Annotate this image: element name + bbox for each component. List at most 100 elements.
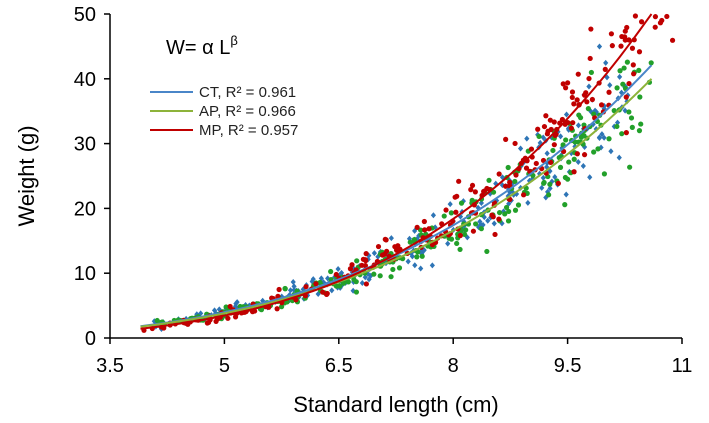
data-point-mp: [659, 17, 665, 24]
data-point-mp: [570, 120, 576, 126]
data-point-ct: [460, 223, 466, 230]
data-point-mp: [623, 94, 629, 100]
data-point-ap: [328, 268, 334, 275]
y-tick-label: 30: [74, 134, 96, 156]
data-point-ap: [550, 147, 556, 154]
data-point-mp: [602, 66, 608, 72]
data-point-ct: [371, 250, 377, 257]
data-point-ap: [354, 258, 360, 264]
y-axis-title: Weight (g): [14, 125, 39, 226]
data-point-ap: [571, 156, 577, 162]
data-point-ap: [282, 285, 288, 292]
data-point-ap: [515, 202, 522, 208]
data-point-mp: [652, 14, 659, 20]
data-point-mp: [324, 290, 330, 297]
data-point-mp: [379, 252, 386, 258]
data-point-ap: [614, 85, 620, 91]
data-point-mp: [618, 43, 624, 49]
data-point-mp: [626, 37, 632, 43]
data-point-mp: [496, 171, 502, 177]
data-point-ap: [601, 171, 608, 177]
data-point-ct: [405, 258, 411, 265]
data-point-ct: [421, 247, 427, 254]
data-point-mp: [574, 151, 580, 157]
data-point-ct: [575, 158, 581, 165]
data-point-ct: [596, 134, 603, 141]
data-point-mp: [574, 97, 580, 103]
data-point-mp: [560, 81, 566, 87]
data-point-mp: [551, 119, 557, 125]
data-point-ct: [260, 297, 266, 304]
data-point-mp: [568, 125, 574, 131]
data-point-ct: [445, 240, 451, 247]
data-point-ct: [234, 299, 240, 306]
data-point-ap: [458, 200, 465, 206]
data-point-mp: [333, 271, 339, 278]
data-point-ct: [607, 82, 613, 89]
data-point-ct: [388, 235, 394, 242]
data-point-ct: [447, 201, 453, 208]
data-point-ct: [457, 213, 464, 220]
axes: [109, 14, 682, 339]
data-point-ap: [629, 124, 635, 130]
data-point-ct: [540, 174, 546, 181]
data-point-mp: [559, 116, 565, 123]
data-point-ap: [578, 134, 584, 140]
data-point-ap: [371, 271, 377, 277]
data-point-ap: [576, 112, 582, 118]
data-point-mp: [583, 90, 589, 96]
data-point-ap: [490, 189, 497, 195]
data-point-ct: [586, 83, 592, 90]
data-point-mp: [426, 226, 432, 232]
data-point-ct: [506, 200, 512, 207]
data-point-mp: [598, 102, 605, 108]
data-point-mp: [414, 224, 420, 230]
data-point-ct: [491, 220, 497, 227]
data-point-ct: [291, 287, 297, 294]
data-point-mp: [513, 172, 519, 178]
data-point-ct: [430, 212, 437, 219]
data-point-mp: [541, 123, 548, 130]
data-point-mp: [547, 117, 553, 123]
data-point-mp: [571, 169, 577, 175]
data-point-mp: [384, 248, 390, 254]
y-tick-label: 10: [74, 263, 96, 285]
data-point-ct: [320, 279, 327, 286]
data-point-mp: [589, 96, 595, 103]
data-point-mp: [496, 216, 502, 222]
data-point-ct: [505, 192, 511, 199]
data-point-mp: [565, 80, 571, 86]
data-point-mp: [443, 207, 449, 213]
data-point-ap: [333, 283, 339, 289]
data-point-mp: [422, 227, 428, 233]
data-point-mp: [548, 126, 554, 133]
data-point-mp: [453, 209, 459, 215]
data-point-ap: [638, 121, 644, 127]
legend-label-ap: AP, R² = 0.966: [199, 103, 296, 120]
data-point-mp: [652, 24, 658, 30]
data-point-ct: [581, 144, 588, 151]
data-point-ap: [441, 213, 447, 219]
data-point-mp: [623, 130, 629, 136]
x-tick-label: 3.5: [96, 355, 124, 377]
data-point-ap: [377, 273, 383, 279]
data-point-mp: [608, 31, 615, 37]
data-point-mp: [359, 262, 365, 268]
data-point-ap: [541, 180, 547, 186]
x-tick-label: 8: [448, 355, 459, 377]
data-point-ct: [537, 139, 543, 146]
data-point-ap: [407, 239, 413, 245]
data-point-mp: [492, 231, 498, 238]
data-point-ap: [503, 204, 510, 211]
data-point-mp: [587, 55, 593, 62]
data-point-ap: [448, 210, 454, 216]
data-point-mp: [456, 178, 462, 184]
data-point-ct: [614, 119, 621, 126]
data-point-mp: [540, 157, 547, 164]
data-point-ct: [616, 154, 622, 161]
data-point-mp: [313, 281, 319, 287]
data-point-mp: [528, 146, 535, 152]
data-point-ap: [506, 208, 512, 215]
data-point-ct: [544, 164, 550, 171]
